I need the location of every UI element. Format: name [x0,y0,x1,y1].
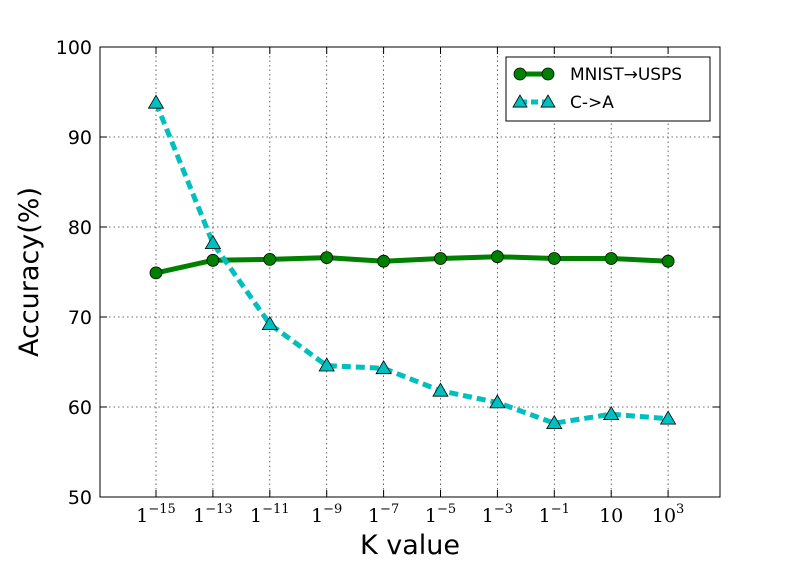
data-point-triangle [489,394,506,409]
tick-layer [100,46,720,498]
x-tick-label: 10 [599,505,623,527]
data-point-circle [434,252,447,265]
y-tick-label: 70 [68,307,92,329]
data-point-triangle [204,234,222,250]
x-tick-label: 1−15 [136,502,176,527]
series-layer [147,94,677,430]
y-axis-title: Accuracy(%) [14,187,45,357]
data-point-circle [490,250,504,264]
data-point-circle [547,252,561,265]
data-point-triangle [147,94,165,109]
data-point-circle [604,252,618,265]
data-point-circle [263,252,277,266]
label-layer: 50 60 70 80 90 100 1−15 1−13 1−11 1−9 1−7 1−5 1−3 1−1… [56,37,685,527]
x-axis-title: K value [360,530,460,561]
series-line-0 [155,254,669,276]
y-tick-label: 50 [68,487,92,509]
data-point-triangle [318,357,335,372]
legend-label-c-a: C->A [570,93,614,113]
x-tick-label: 1−1 [539,502,570,527]
legend: MNIST→USPS C->A [505,56,711,122]
legend-box [505,56,711,122]
data-point-triangle [603,405,620,421]
x-tick-label: 1−11 [250,502,290,527]
y-tick-label: 100 [56,37,92,59]
legend-marker-triangle [540,94,556,108]
y-tick-label: 90 [68,127,92,149]
x-tick-label: 1−9 [311,502,342,527]
data-point-triangle [261,315,278,331]
data-point-circle [377,254,391,268]
legend-label-mnist-usps: MNIST→USPS [570,65,682,85]
data-point-circle [149,266,163,280]
plot-frame [99,46,721,498]
x-tick-label: 1−13 [193,502,233,527]
data-point-circle [320,251,334,265]
y-tick-label: 60 [68,397,92,419]
x-tick-label: 1−7 [368,502,399,527]
x-tick-label: 103 [652,502,684,527]
data-point-circle [661,254,675,268]
legend-marker-circle [513,67,527,81]
legend-marker-triangle [512,94,528,108]
data-point-triangle [375,360,392,375]
data-point-triangle [432,382,449,397]
y-tick-label: 80 [68,217,92,239]
data-point-triangle [546,414,563,430]
data-point-circle [206,253,220,267]
x-tick-label: 1−5 [425,502,456,527]
legend-marker-circle [541,67,555,81]
data-point-triangle [659,410,677,425]
series-line-1 [153,101,669,426]
x-tick-label: 1−3 [482,502,513,527]
